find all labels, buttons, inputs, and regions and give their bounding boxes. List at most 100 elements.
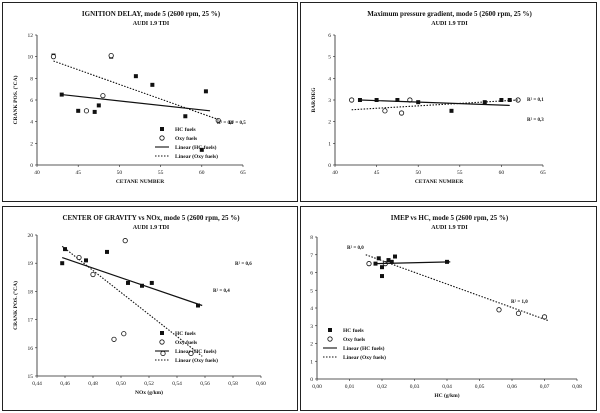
y-tick-label: 4 (328, 76, 331, 82)
data-point-square (199, 147, 204, 152)
legend-label: Linear (HC fuels) (343, 345, 385, 352)
chart-title: IGNITION DELAY, mode 5 (2600 rpm, 25 %) (82, 10, 221, 18)
series-linear-hc-fuels- (62, 256, 203, 307)
y-tick-label: 6 (328, 33, 331, 39)
data-point-square (92, 109, 97, 114)
r-squared-label: R² = 0,0 (347, 245, 364, 251)
trend-line (375, 261, 451, 265)
data-point-square (393, 254, 397, 259)
legend-label: Oxy fuels (175, 340, 197, 346)
y-tick-label: 8 (310, 235, 313, 241)
r-squared-label: R² = 0,4 (213, 288, 230, 294)
y-axis-label: BAR/DEG (311, 87, 317, 113)
r-squared-label: R² = 0,5 (229, 120, 246, 126)
y-tick-label: 15 (28, 374, 34, 380)
trend-line (359, 99, 510, 107)
data-point-square (507, 98, 512, 102)
chart-svg: IGNITION DELAY, mode 5 (2600 rpm, 25 %) A… (12, 10, 246, 185)
data-point-circle (515, 97, 521, 103)
data-point-circle (122, 238, 128, 244)
series-oxy-fuels (366, 261, 548, 320)
legend-symbol (159, 135, 165, 141)
data-point-square (76, 108, 81, 113)
x-tick-label: 0,58 (228, 381, 238, 387)
axes (36, 235, 261, 377)
data-point-square (105, 249, 109, 254)
series-oxy-fuels (349, 97, 521, 116)
legend-symbol (160, 331, 164, 335)
x-axis-label: CETANE NUMBER (415, 179, 464, 185)
data-point-square (96, 103, 101, 108)
r-squared-label: R² = 0,6 (235, 261, 252, 267)
data-point-circle (349, 97, 355, 103)
y-tick-label: 20 (28, 233, 34, 239)
data-point-square (386, 258, 391, 263)
chart-title: IMEP vs HC, mode 5 (2600 rpm, 25 %) (391, 214, 509, 222)
x-tick-label: 0,60 (256, 381, 266, 387)
data-point-circle (100, 93, 106, 99)
data-point-square (150, 82, 155, 87)
x-tick-label: 0,52 (144, 381, 154, 387)
data-point-square (499, 98, 504, 102)
r-squared-label: R² = 0,1 (527, 97, 544, 103)
r-squared-label: R² = 1,0 (511, 299, 528, 305)
x-tick-label: 0,07 (540, 384, 550, 390)
data-point-square (149, 280, 154, 285)
chart-title: Maximum pressure gradient, mode 5 (2600 … (367, 10, 532, 18)
x-tick-label: 0,05 (475, 384, 485, 390)
data-point-circle (160, 350, 166, 357)
legend-label: HC fuels (343, 328, 364, 334)
legend-symbol (328, 328, 332, 332)
y-tick-label: 2 (310, 342, 313, 348)
legend-label: Linear (Oxy fuels) (343, 354, 386, 361)
data-point-circle (111, 336, 117, 342)
chart-svg: Maximum pressure gradient, mode 5 (2600 … (311, 10, 546, 185)
data-point-square (133, 74, 138, 79)
x-tick-label: 65 (540, 170, 546, 176)
trend-line (62, 256, 203, 307)
x-tick-label: 0,02 (377, 384, 387, 390)
data-point-circle (121, 331, 127, 337)
y-tick-label: 4 (30, 120, 33, 126)
series-oxy-fuels (76, 238, 194, 357)
chart-imep-vs-hc: IMEP vs HC, mode 5 (2600 rpm, 25 %) AUDI … (300, 206, 597, 411)
data-point-square (84, 258, 88, 263)
data-point-circle (541, 314, 548, 320)
series-oxy-fuels (50, 52, 221, 124)
series-hc-fuels (373, 254, 449, 279)
x-tick-label: 45 (374, 170, 380, 176)
x-axis-label: NOx (g/km) (135, 389, 163, 396)
y-tick-label: 6 (310, 271, 313, 277)
data-point-circle (188, 350, 194, 357)
legend-label: Linear (Oxy fuels) (175, 357, 218, 364)
y-tick-label: 7 (310, 253, 313, 259)
data-point-circle (515, 310, 522, 316)
data-point-circle (83, 108, 90, 114)
y-tick-label: 3 (328, 98, 331, 104)
data-point-circle (108, 52, 114, 59)
chart-max-pressure-gradient: Maximum pressure gradient, mode 5 (2600 … (300, 2, 597, 202)
data-point-square (140, 283, 144, 288)
y-tick-label: 6 (30, 98, 33, 104)
series-linear-oxy-fuels- (53, 60, 219, 121)
legend-label: Linear (Oxy fuels) (175, 153, 218, 160)
x-tick-label: 65 (240, 170, 246, 176)
data-point-square (380, 265, 384, 270)
x-tick-label: 50 (117, 170, 123, 176)
data-point-square (126, 280, 130, 285)
y-tick-label: 4 (310, 306, 313, 312)
chart-title: CENTER OF GRAVITY vs NOx, mode 5 (2600 r… (62, 214, 240, 222)
y-tick-label: 2 (328, 120, 331, 126)
y-tick-label: 0 (328, 163, 331, 169)
x-tick-label: 50 (415, 170, 421, 176)
x-tick-label: 40 (332, 170, 338, 176)
r-squared-label: R² = 0,3 (527, 117, 544, 123)
y-tick-label: 19 (28, 261, 34, 267)
y-tick-label: 1 (310, 359, 313, 365)
y-tick-label: 3 (310, 324, 313, 330)
legend: HC fuels Oxy fuels Linear (HC fuels) Linear… (323, 328, 386, 361)
series-linear-oxy-fuels- (351, 99, 519, 111)
series-linear-hc-fuels- (375, 261, 451, 265)
x-tick-label: 0,03 (410, 384, 420, 390)
y-axis-label: CRANK POS. (°CA) (12, 75, 19, 124)
